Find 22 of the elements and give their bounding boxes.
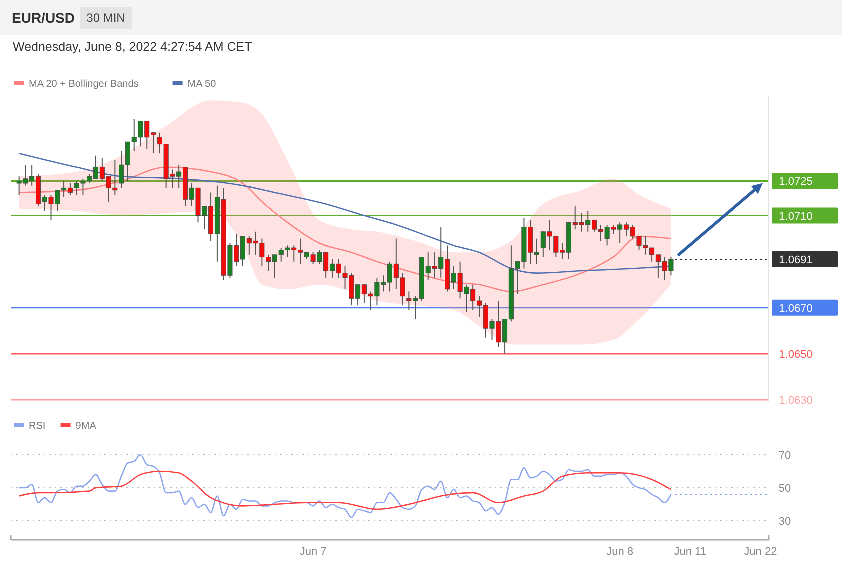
y-tick-label: 1.0691 [779,254,813,267]
y-tick-label: 50 [778,483,792,496]
legend-label: MA 50 [188,79,217,90]
legend-label: RSI [29,421,46,432]
y-tick-label: 70 [778,450,792,462]
chart-title: EUR/USD [12,10,76,26]
y-tick-label: 1.0650 [779,348,813,361]
chart-subtitle: Wednesday, June 8, 2022 4:27:54 AM CET [13,40,253,54]
y-tick-label: 1.0710 [779,210,813,223]
x-tick-label: Jun 11 [674,546,706,558]
x-tick-label: Jun 7 [300,546,327,558]
y-tick-label: 1.0630 [779,395,813,407]
legend-label: 9MA [76,421,97,432]
line-series [18,470,672,510]
y-tick-label: 1.0725 [779,176,813,188]
x-tick-label: Jun 22 [744,546,778,558]
y-tick-label: 1.0670 [779,302,813,315]
legend-label: MA 20 + Bollinger Bands [29,79,139,90]
x-tick-label: Jun 8 [606,546,634,558]
y-tick-label: 30 [778,516,792,528]
text: 30 MIN [86,11,126,25]
line-series [18,454,672,518]
